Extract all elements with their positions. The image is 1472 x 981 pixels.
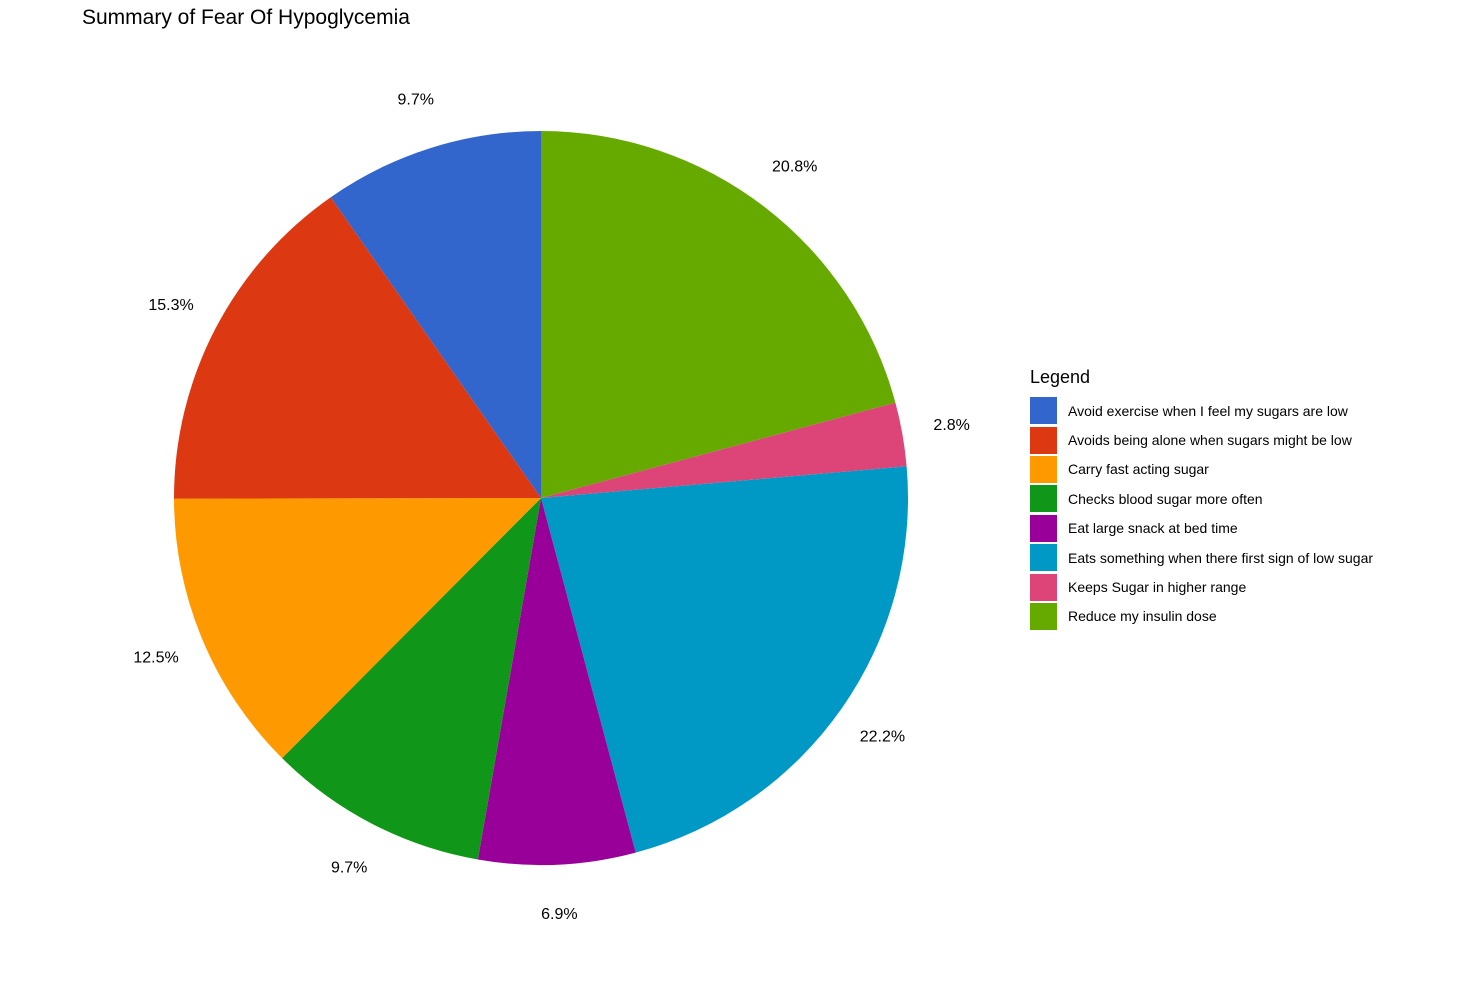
- legend-label: Carry fast acting sugar: [1068, 461, 1209, 478]
- legend-swatch: [1030, 397, 1057, 425]
- legend-swatch: [1030, 573, 1057, 601]
- legend-item-checks-blood-sugar-more-often: Checks blood sugar more often: [1030, 484, 1373, 513]
- legend-label: Eat large snack at bed time: [1068, 520, 1238, 537]
- legend-items: Avoid exercise when I feel my sugars are…: [1030, 396, 1373, 631]
- legend-item-avoid-exercise-when-i-feel-my-sugars-are-low: Avoid exercise when I feel my sugars are…: [1030, 396, 1373, 425]
- pie-slice-reduce-my-insulin-dose: [541, 131, 896, 498]
- legend-item-eats-something-when-there-first-sign-of-low-sugar: Eats something when there first sign of …: [1030, 543, 1373, 572]
- slice-label-checks-blood-sugar-more-often: 9.7%: [331, 859, 367, 876]
- legend-swatch: [1030, 485, 1057, 513]
- slice-label-reduce-my-insulin-dose: 20.8%: [772, 158, 817, 175]
- slice-label-keeps-sugar-in-higher-range: 2.8%: [933, 417, 969, 434]
- pie-slices: [173, 131, 909, 865]
- legend-item-eat-large-snack-at-bed-time: Eat large snack at bed time: [1030, 514, 1373, 543]
- slice-label-eats-something-when-there-first-sign-of-low-sugar: 22.2%: [860, 729, 905, 746]
- legend-label: Reduce my insulin dose: [1068, 608, 1217, 625]
- legend-label: Avoids being alone when sugars might be …: [1068, 432, 1352, 449]
- legend-title: Legend: [1030, 367, 1091, 387]
- legend-label: Avoid exercise when I feel my sugars are…: [1068, 402, 1348, 419]
- legend-item-carry-fast-acting-sugar: Carry fast acting sugar: [1030, 455, 1373, 484]
- legend: Legend Avoid exercise when I feel my sug…: [1030, 366, 1373, 631]
- pie-slice-carry-fast-acting-sugar: [174, 498, 541, 759]
- chart-title: Summary of Fear Of Hypoglycemia: [82, 6, 410, 29]
- legend-label: Checks blood sugar more often: [1068, 490, 1263, 507]
- pie-labels: 20.8% 2.8% 22.2% 6.9% 9.7% 12.5% 15.3% 9.7%: [133, 91, 970, 922]
- slice-label-avoids-being-alone-when-sugars-might-be-low: 15.3%: [148, 297, 193, 314]
- legend-label: Keeps Sugar in higher range: [1068, 579, 1247, 596]
- pie-slice-eat-large-snack-at-bed-time: [477, 498, 636, 865]
- legend-swatch: [1030, 455, 1057, 483]
- pie-slice-avoid-exercise-when-i-feel-my-sugars-are-low: [330, 131, 541, 498]
- legend-item-reduce-my-insulin-dose: Reduce my insulin dose: [1030, 602, 1373, 631]
- legend-item-avoids-being-alone-when-sugars-might-be-low: Avoids being alone when sugars might be …: [1030, 425, 1373, 454]
- legend-swatch: [1030, 514, 1057, 542]
- legend-swatch: [1030, 544, 1057, 572]
- legend-swatch: [1030, 602, 1057, 630]
- pie-slice-keeps-sugar-in-higher-range: [541, 402, 907, 498]
- legend-label: Eats something when there first sign of …: [1068, 549, 1374, 566]
- pie-slice-avoids-being-alone-when-sugars-might-be-low: [173, 197, 541, 499]
- slice-label-carry-fast-acting-sugar: 12.5%: [133, 650, 178, 667]
- pie-slice-eats-something-when-there-first-sign-of-low-sugar: [541, 466, 909, 853]
- legend-swatch: [1030, 426, 1057, 454]
- slice-label-eat-large-snack-at-bed-time: 6.9%: [541, 906, 577, 923]
- slice-label-avoid-exercise-when-i-feel-my-sugars-are-low: 9.7%: [398, 91, 434, 108]
- legend-item-keeps-sugar-in-higher-range: Keeps Sugar in higher range: [1030, 572, 1373, 601]
- pie-slice-checks-blood-sugar-more-often: [282, 498, 541, 860]
